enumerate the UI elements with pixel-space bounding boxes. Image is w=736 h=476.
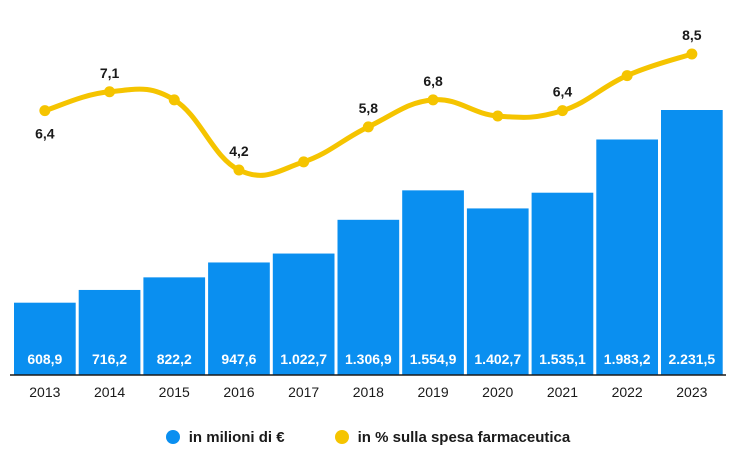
bar-2022 — [596, 139, 658, 375]
x-tick-2017: 2017 — [288, 384, 319, 400]
chart: 608,9 716,2 822,2 947,6 1.022,7 1.306,9 1.554,… — [10, 27, 726, 400]
legend-bars-swatch — [165, 430, 180, 444]
bar-2021 — [531, 192, 594, 375]
x-tick-2016: 2016 — [223, 384, 254, 400]
legend-item-bars: in milioni di € — [165, 428, 285, 446]
bar-value-label-2017: 1.022,7 — [280, 351, 327, 367]
x-tick-2023: 2023 — [676, 384, 707, 400]
bar-series: 608,9 716,2 822,2 947,6 1.022,7 1.306,9 1.554,… — [14, 110, 723, 375]
legend-bars-label: in milioni di € — [188, 428, 285, 446]
x-axis-ticks: 2013 2014 2015 2016 2017 2018 2019 2020 2021 2022… — [29, 384, 707, 400]
pct-point-2023 — [686, 48, 698, 60]
bar-value-label-2023: 2.231,5 — [668, 351, 715, 367]
bar-2019 — [402, 190, 464, 375]
pct-point-2014 — [104, 86, 116, 98]
bar-value-label-2022: 1.983,2 — [604, 351, 651, 367]
legend: in milioni di € in % sulla spesa farmace… — [0, 422, 736, 452]
pct-label-2021: 6,4 — [553, 84, 573, 100]
bar-value-label-2015: 822,2 — [157, 351, 192, 367]
legend-pct-swatch — [334, 430, 349, 444]
bar-value-label-2014: 716,2 — [92, 351, 127, 367]
bar-2016 — [208, 262, 270, 375]
bar-2015 — [143, 277, 206, 375]
bar-2013 — [14, 302, 76, 375]
bar-value-label-2021: 1.535,1 — [539, 351, 586, 367]
bar-value-label-2013: 608,9 — [27, 351, 62, 367]
pct-point-2021 — [556, 105, 568, 117]
pct-point-2020 — [492, 110, 504, 122]
x-tick-2014: 2014 — [94, 384, 125, 400]
pct-point-2016 — [233, 164, 245, 176]
bar-2017 — [272, 253, 335, 375]
x-tick-2022: 2022 — [612, 384, 643, 400]
bar-2020 — [466, 208, 529, 375]
pct-point-2017 — [298, 156, 310, 168]
bar-2014 — [78, 289, 141, 375]
pct-points: 6,4 7,1 4,2 5,8 6,8 6,4 8,5 — [35, 27, 702, 176]
pct-point-2019 — [427, 94, 439, 106]
x-tick-2013: 2013 — [29, 384, 60, 400]
pct-label-2019: 6,8 — [423, 73, 443, 89]
pct-label-2013: 6,4 — [35, 126, 55, 142]
x-tick-2020: 2020 — [482, 384, 513, 400]
pct-point-2013 — [39, 105, 51, 117]
bar-2023 — [661, 110, 723, 375]
pct-point-2015 — [168, 94, 180, 106]
bar-value-label-2020: 1.402,7 — [474, 351, 521, 367]
pct-label-2023: 8,5 — [682, 27, 702, 43]
pct-point-2022 — [621, 70, 633, 82]
bar-2018 — [337, 219, 400, 375]
legend-item-pct: in % sulla spesa farmaceutica — [334, 428, 571, 446]
x-tick-2019: 2019 — [417, 384, 448, 400]
legend-pct-label: in % sulla spesa farmaceutica — [357, 428, 571, 446]
pct-label-2014: 7,1 — [100, 65, 120, 81]
bar-value-label-2019: 1.554,9 — [410, 351, 457, 367]
x-tick-2015: 2015 — [159, 384, 190, 400]
x-tick-2018: 2018 — [353, 384, 384, 400]
bar-value-label-2018: 1.306,9 — [345, 351, 392, 367]
pct-point-2018 — [362, 121, 374, 133]
pct-label-2016: 4,2 — [229, 143, 249, 159]
bar-value-label-2016: 947,6 — [221, 351, 256, 367]
x-tick-2021: 2021 — [547, 384, 578, 400]
pct-label-2018: 5,8 — [359, 100, 379, 116]
